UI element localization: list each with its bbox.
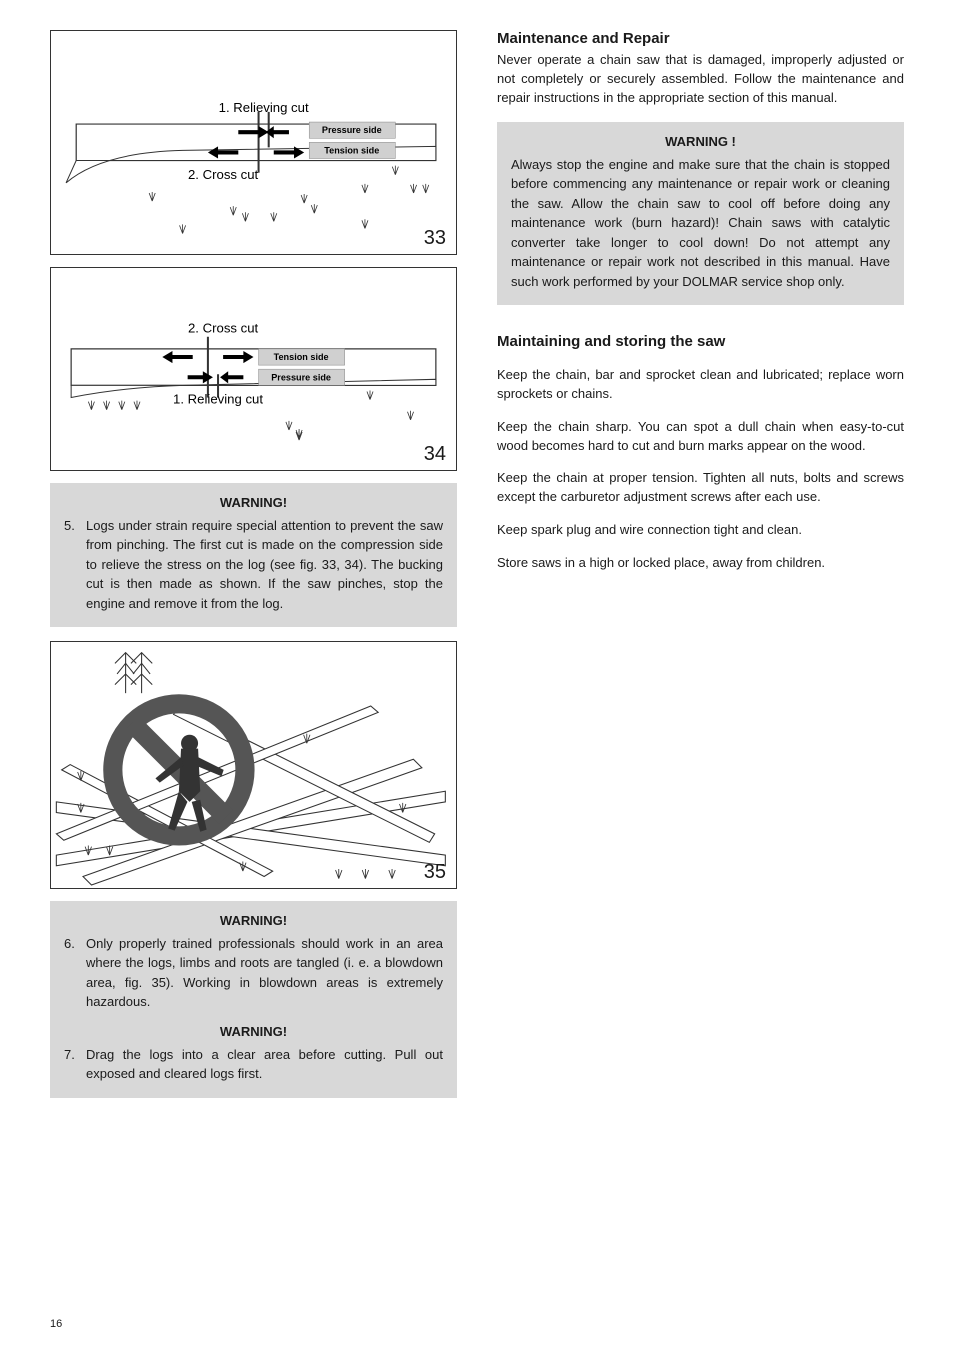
item-text: Only properly trained professionals shou… — [86, 934, 443, 1012]
maintenance-intro: Never operate a chain saw that is damage… — [497, 51, 904, 108]
figure-number: 33 — [424, 227, 446, 250]
warning-heading: WARNING ! — [511, 134, 890, 149]
relieving-cut-label: 1. Relieving cut — [173, 391, 263, 406]
right-column: Maintenance and Repair Never operate a c… — [497, 30, 904, 1112]
figure-33-svg: Pressure side Tension side 1. Relieving … — [61, 41, 446, 244]
store-p4: Keep spark plug and wire connection tigh… — [497, 521, 904, 540]
store-p2: Keep the chain sharp. You can spot a dul… — [497, 418, 904, 456]
page-number: 16 — [50, 1318, 62, 1330]
pressure-side-label: Pressure side — [271, 372, 331, 382]
figure-number: 34 — [424, 443, 446, 466]
figure-number: 35 — [424, 861, 446, 884]
figure-34-svg: Tension side Pressure side 2. Cross cut … — [61, 278, 446, 460]
tension-side-label: Tension side — [274, 352, 329, 362]
warning-heading: WARNING! — [64, 1024, 443, 1039]
cross-cut-label: 2. Cross cut — [188, 167, 259, 182]
warning-5-panel: WARNING! 5. Logs under strain require sp… — [50, 483, 457, 628]
warning-heading: WARNING! — [64, 913, 443, 928]
pressure-side-label: Pressure side — [322, 125, 382, 135]
figure-33: Pressure side Tension side 1. Relieving … — [50, 30, 457, 255]
maintenance-heading: Maintenance and Repair — [497, 30, 904, 47]
item-number: 7. — [64, 1045, 86, 1084]
storing-heading: Maintaining and storing the saw — [497, 333, 904, 350]
store-p3: Keep the chain at proper tension. Tighte… — [497, 469, 904, 507]
figure-34: Tension side Pressure side 2. Cross cut … — [50, 267, 457, 471]
warning-body: Always stop the engine and make sure tha… — [511, 155, 890, 292]
store-p5: Store saws in a high or locked place, aw… — [497, 554, 904, 573]
figure-35: 35 — [50, 641, 457, 888]
item-number: 5. — [64, 516, 86, 614]
item-text: Logs under strain require special attent… — [86, 516, 443, 614]
item-text: Drag the logs into a clear area before c… — [86, 1045, 443, 1084]
left-column: Pressure side Tension side 1. Relieving … — [50, 30, 457, 1112]
cross-cut-label: 2. Cross cut — [188, 320, 259, 335]
store-p1: Keep the chain, bar and sprocket clean a… — [497, 366, 904, 404]
item-number: 6. — [64, 934, 86, 1012]
figure-35-svg — [51, 642, 456, 887]
maintenance-warning-panel: WARNING ! Always stop the engine and mak… — [497, 122, 904, 306]
warning-heading: WARNING! — [64, 495, 443, 510]
relieving-cut-label: 1. Relieving cut — [219, 100, 309, 115]
tension-side-label: Tension side — [324, 145, 379, 155]
warning-6-7-panel: WARNING! 6. Only properly trained profes… — [50, 901, 457, 1098]
